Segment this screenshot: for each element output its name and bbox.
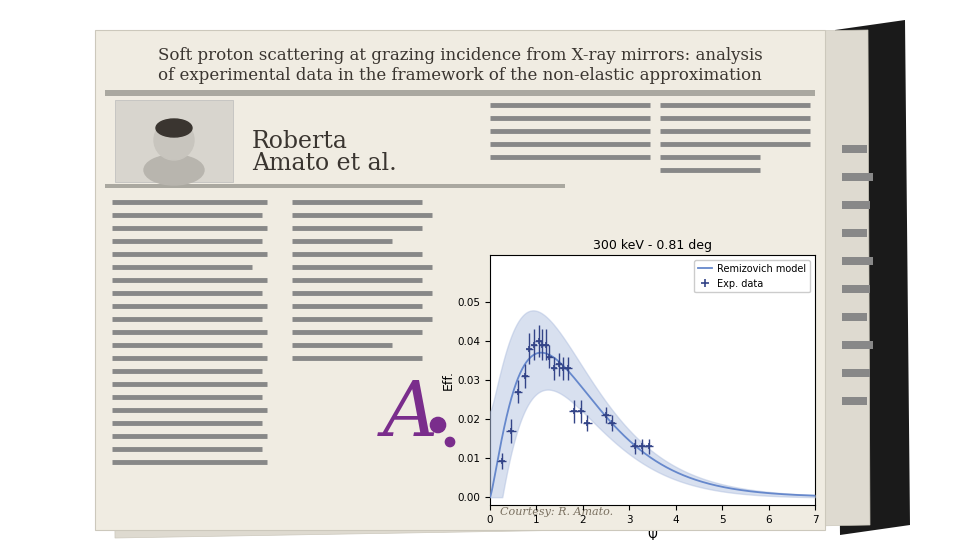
FancyBboxPatch shape — [842, 341, 873, 349]
Ellipse shape — [156, 119, 192, 137]
Point — [443, 437, 458, 446]
FancyBboxPatch shape — [842, 257, 873, 265]
FancyBboxPatch shape — [95, 30, 825, 530]
Y-axis label: Eff.: Eff. — [442, 370, 454, 390]
FancyBboxPatch shape — [842, 229, 867, 237]
FancyBboxPatch shape — [105, 90, 815, 96]
Text: of experimental data in the framework of the non-elastic approximation: of experimental data in the framework of… — [158, 67, 762, 84]
FancyBboxPatch shape — [842, 397, 867, 405]
Text: Amato et al.: Amato et al. — [252, 152, 396, 175]
FancyBboxPatch shape — [842, 201, 870, 209]
Text: Soft proton scattering at grazing incidence from X-ray mirrors: analysis: Soft proton scattering at grazing incide… — [157, 47, 762, 64]
Text: Courtesy: R. Amato.: Courtesy: R. Amato. — [500, 507, 613, 517]
FancyBboxPatch shape — [842, 173, 873, 181]
Polygon shape — [835, 20, 910, 535]
X-axis label: Ψ: Ψ — [648, 530, 658, 543]
Circle shape — [154, 120, 194, 160]
Legend: Remizovich model, Exp. data: Remizovich model, Exp. data — [694, 260, 810, 292]
FancyBboxPatch shape — [842, 285, 870, 293]
Polygon shape — [112, 30, 870, 538]
FancyBboxPatch shape — [842, 145, 867, 153]
Point — [430, 421, 445, 430]
FancyBboxPatch shape — [115, 100, 233, 182]
Title: 300 keV - 0.81 deg: 300 keV - 0.81 deg — [593, 240, 712, 253]
FancyBboxPatch shape — [105, 184, 565, 188]
FancyBboxPatch shape — [842, 369, 870, 377]
Ellipse shape — [144, 155, 204, 185]
FancyBboxPatch shape — [842, 313, 867, 321]
Text: A: A — [382, 378, 438, 452]
Text: Roberta: Roberta — [252, 130, 348, 153]
